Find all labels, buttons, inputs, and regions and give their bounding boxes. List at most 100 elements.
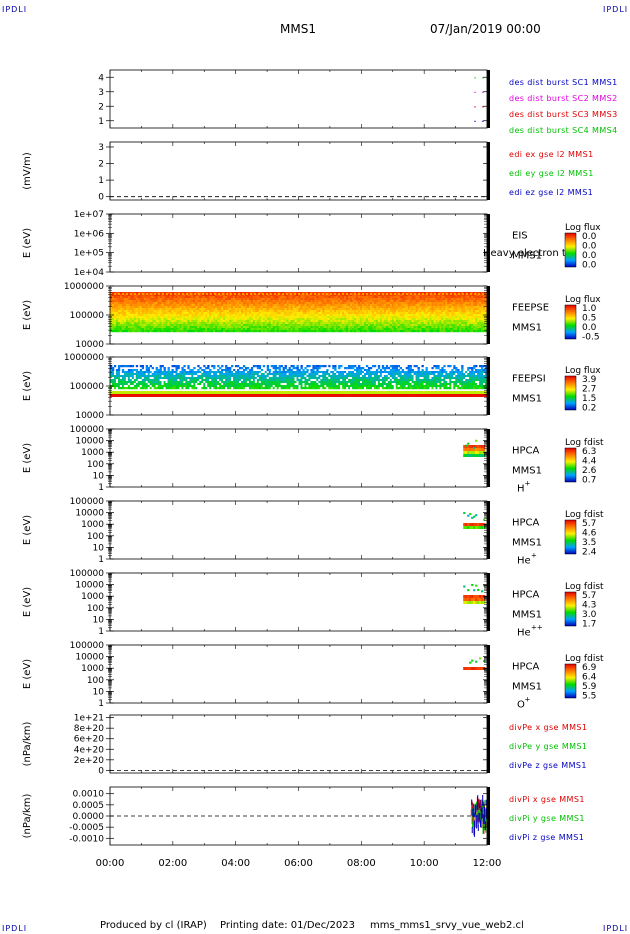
heatmap-cell bbox=[354, 316, 357, 319]
heatmap-cell bbox=[125, 381, 129, 384]
heatmap-cell bbox=[348, 300, 351, 303]
heatmap-cell bbox=[278, 306, 281, 309]
heatmap-cell bbox=[238, 308, 242, 311]
heatmap-cell bbox=[371, 320, 375, 323]
heatmap-cell bbox=[363, 318, 367, 321]
heatmap-cell bbox=[205, 383, 208, 386]
heatmap-cell bbox=[453, 318, 456, 321]
heatmap-cell bbox=[306, 294, 309, 297]
heatmap-cell bbox=[131, 310, 135, 313]
heatmap-cell bbox=[387, 324, 391, 327]
heatmap-cell bbox=[199, 387, 202, 390]
heatmap-cell bbox=[330, 296, 333, 299]
heatmap-cell bbox=[395, 316, 399, 319]
heatmap-cell bbox=[135, 314, 139, 317]
heatmap-cell bbox=[381, 326, 385, 329]
heatmap-cell bbox=[423, 308, 426, 311]
heatmap-cell bbox=[459, 312, 462, 315]
heatmap-cell bbox=[361, 314, 365, 317]
heatmap-cell bbox=[284, 316, 287, 319]
heatmap-cell bbox=[465, 330, 468, 333]
heatmap-cell bbox=[290, 312, 293, 315]
heatmap-cell bbox=[195, 377, 198, 380]
heatmap-cell bbox=[205, 322, 208, 325]
heatmap-cell bbox=[350, 320, 353, 323]
heatmap-cell bbox=[205, 312, 208, 315]
heatmap-cell bbox=[342, 322, 345, 325]
heatmap-cell bbox=[231, 324, 234, 327]
heatmap-cell bbox=[288, 330, 291, 333]
heatmap-cell bbox=[181, 328, 184, 331]
heatmap-cell bbox=[300, 310, 303, 313]
heatmap-cell bbox=[385, 306, 389, 309]
corner-mark-bottom-left: IPDLI bbox=[2, 924, 28, 933]
heatmap-cell bbox=[223, 302, 226, 305]
heatmap-cell bbox=[310, 318, 313, 321]
heatmap-cell bbox=[149, 300, 152, 303]
heatmap-cell bbox=[113, 387, 117, 390]
heatmap-cell bbox=[169, 310, 172, 313]
heatmap-cell bbox=[175, 306, 178, 309]
heatmap-cell bbox=[123, 373, 127, 376]
heatmap-cell bbox=[453, 308, 456, 311]
heatmap-cell bbox=[197, 316, 200, 319]
heatmap-cell bbox=[113, 394, 117, 397]
heatmap-cell bbox=[379, 312, 383, 315]
heatmap-cell bbox=[473, 304, 476, 307]
heatmap-cell bbox=[441, 318, 444, 321]
heatmap-cell bbox=[151, 322, 154, 325]
heatmap-cell bbox=[391, 292, 395, 295]
heatmap-cell bbox=[296, 320, 299, 323]
heatmap-cell bbox=[171, 306, 174, 309]
heatmap-cell bbox=[332, 292, 335, 295]
heatmap-cell bbox=[455, 308, 458, 311]
heatmap-cell bbox=[215, 296, 218, 299]
heatmap-cell bbox=[129, 314, 133, 317]
heatmap-cell bbox=[248, 300, 252, 303]
heatmap-cell bbox=[264, 320, 268, 323]
heatmap-cell bbox=[201, 320, 204, 323]
heatmap-cell bbox=[365, 312, 369, 315]
heatmap-cell bbox=[294, 296, 297, 299]
heatmap-cell bbox=[451, 296, 454, 299]
heatmap-cell bbox=[248, 312, 252, 315]
heatmap-cell bbox=[233, 306, 236, 309]
heatmap-cell bbox=[350, 316, 353, 319]
heatmap-cell bbox=[338, 316, 341, 319]
heatmap-cell bbox=[272, 316, 275, 319]
heatmap-cell bbox=[469, 312, 472, 315]
heatmap-cell bbox=[157, 300, 160, 303]
heatmap-cell bbox=[338, 320, 341, 323]
heatmap-cell bbox=[173, 314, 176, 317]
heatmap-cell bbox=[250, 387, 254, 390]
heatmap-cell bbox=[157, 296, 160, 299]
heatmap-cell bbox=[371, 318, 375, 321]
heatmap-cell bbox=[244, 377, 248, 380]
heatmap-cell bbox=[371, 306, 375, 309]
heatmap-cell bbox=[373, 322, 377, 325]
heatmap-cell bbox=[129, 394, 133, 397]
heatmap-cell bbox=[334, 302, 337, 305]
heatmap-cell bbox=[401, 304, 404, 307]
heatmap-cell bbox=[171, 377, 174, 380]
heatmap-cell bbox=[346, 304, 349, 307]
heatmap-cell bbox=[377, 330, 381, 333]
heatmap-cell bbox=[110, 306, 113, 309]
heatmap-cell bbox=[415, 324, 418, 327]
heatmap-cell bbox=[296, 296, 299, 299]
heatmap-cell bbox=[449, 320, 452, 323]
heatmap-cell bbox=[461, 302, 464, 305]
heatmap-cell bbox=[171, 298, 174, 301]
heatmap-cell bbox=[135, 296, 139, 299]
heatmap-cell bbox=[195, 330, 198, 333]
heatmap-cell bbox=[389, 316, 393, 319]
heatmap-cell bbox=[233, 318, 236, 321]
heatmap-cell bbox=[213, 296, 216, 299]
heatmap-cell bbox=[149, 296, 152, 299]
heatmap-cell bbox=[298, 320, 301, 323]
heatmap-cell bbox=[143, 373, 147, 376]
heatmap-cell bbox=[340, 294, 343, 297]
heatmap-cell bbox=[298, 318, 301, 321]
heatmap-cell bbox=[479, 320, 482, 323]
heatmap-cell bbox=[169, 302, 172, 305]
